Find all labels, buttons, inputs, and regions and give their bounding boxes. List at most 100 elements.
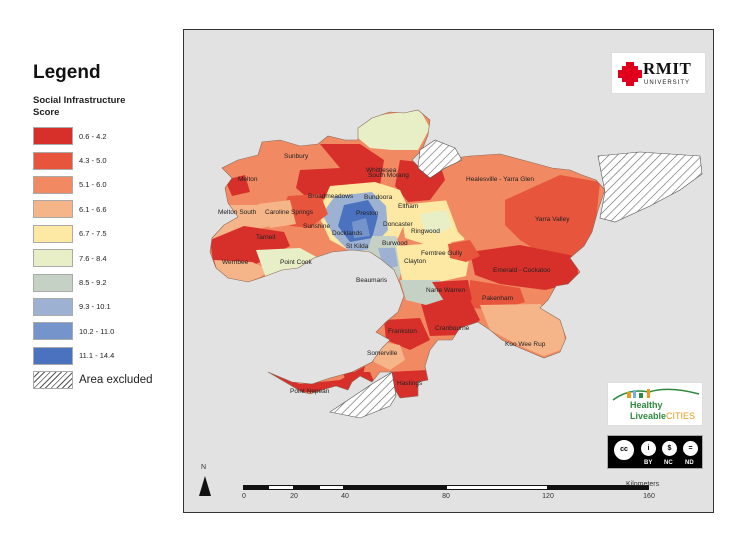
scale-tick-label: 160	[643, 493, 655, 500]
place-label: Ferntree Gully	[421, 250, 463, 257]
legend-swatch	[33, 322, 73, 341]
scale-tick-label: 120	[542, 493, 554, 500]
creative-commons-badge: cc i $ = BY NC ND	[607, 435, 703, 469]
place-label: Somerville	[367, 350, 398, 357]
scale-bar	[243, 485, 649, 490]
legend-item-label: 0.6 - 4.2	[79, 131, 107, 141]
region-narre-warren	[432, 280, 472, 304]
cc-label-nc: NC	[664, 460, 673, 466]
place-label: Eltham	[398, 203, 418, 210]
hlc-city-icon	[612, 388, 700, 401]
place-label: Yarra Valley	[535, 216, 570, 223]
map-legend: Legend Social Infrastructure Score 0.6 -…	[0, 0, 182, 533]
healthy-liveable-cities-logo: Healthy LiveableCITIES	[607, 382, 703, 426]
scale-segment	[243, 485, 268, 490]
scale-unit-label: Kilometers	[626, 481, 660, 488]
legend-items: 0.6 - 4.2 4.3 - 5.0 5.1 - 6.0 6.1 - 6.6 …	[33, 124, 153, 392]
legend-item-label: 4.3 - 5.0	[79, 156, 107, 166]
excluded-area-east	[597, 151, 703, 223]
legend-title: Legend	[33, 62, 101, 83]
legend-swatch	[33, 200, 73, 219]
scale-segment	[294, 485, 319, 490]
legend-item: 6.7 - 7.5	[33, 222, 153, 246]
place-label: Whittlesea	[366, 167, 397, 174]
region-yarra-valley	[505, 175, 600, 256]
region-melton-west	[225, 175, 250, 196]
legend-item: 11.1 - 14.4	[33, 344, 153, 368]
place-label: Cranbourne	[435, 325, 470, 332]
legend-swatch	[33, 127, 73, 146]
place-label: Pakenham	[482, 295, 513, 302]
region-frankston	[384, 318, 430, 350]
legend-item: 10.2 - 11.0	[33, 319, 153, 343]
region-emerald	[470, 245, 580, 290]
place-label: Narre Warren	[426, 287, 466, 294]
region-point-cook	[256, 248, 322, 278]
rmit-logo-subtext: UNIVERSITY	[644, 80, 691, 86]
place-label: Tarneit	[256, 234, 276, 241]
place-label: Koo Wee Rup	[505, 341, 546, 348]
legend-item-label: 7.6 - 8.4	[79, 253, 107, 263]
place-label: Bundoora	[364, 194, 393, 201]
legend-item-label: 8.5 - 9.2	[79, 278, 107, 288]
legend-swatch	[33, 175, 73, 194]
place-label: Beaumaris	[356, 277, 388, 284]
region-tarneit	[210, 226, 290, 272]
cc-label-by: BY	[644, 460, 653, 466]
hlc-line2a: Liveable	[630, 411, 667, 421]
legend-swatch	[33, 249, 73, 268]
region-pakenham	[470, 280, 525, 310]
noncommercial-icon: $	[661, 440, 678, 457]
legend-item: 7.6 - 8.4	[33, 246, 153, 270]
place-label: Emerald - Cockatoo	[493, 267, 551, 274]
cc-label-nd: ND	[685, 460, 694, 466]
place-label: Hastings	[397, 380, 423, 387]
place-label: Ringwood	[411, 228, 440, 235]
region-whittlesea	[356, 110, 430, 150]
region-ferntree	[448, 240, 480, 262]
scale-segment	[446, 485, 548, 490]
legend-item: 4.3 - 5.0	[33, 148, 153, 172]
scale-segment	[319, 485, 344, 490]
rmit-logo-text: RMIT	[643, 59, 692, 78]
legend-swatch	[33, 346, 73, 365]
legend-item-label: 5.1 - 6.0	[79, 180, 107, 190]
rmit-pixel-mark	[618, 62, 642, 86]
north-label: N	[201, 464, 207, 471]
hlc-line1: Healthy	[630, 400, 663, 410]
place-label: Caroline Springs	[265, 209, 314, 216]
legend-item-label: 6.7 - 7.5	[79, 229, 107, 239]
region-south-morang	[320, 144, 384, 192]
legend-swatch	[33, 297, 73, 316]
place-label: Melton South	[218, 209, 257, 216]
legend-item: 8.5 - 9.2	[33, 270, 153, 294]
legend-item: 6.1 - 6.6	[33, 197, 153, 221]
scale-segment	[548, 485, 649, 490]
place-label: Docklands	[332, 230, 363, 237]
legend-item-excluded: Area excluded	[33, 368, 153, 392]
cc-icon: cc	[613, 439, 635, 461]
place-label: Broadmeadows	[308, 193, 354, 200]
place-label: Clayton	[404, 258, 426, 265]
region-docklands	[352, 218, 370, 238]
legend-item-label: 9.3 - 10.1	[79, 302, 111, 312]
place-label: Sunshine	[303, 223, 330, 230]
place-label: St Kilda	[346, 243, 369, 250]
legend-item-label: Area excluded	[79, 374, 153, 387]
place-label: Sunbury	[284, 153, 309, 160]
excluded-area-peninsula	[329, 371, 397, 419]
place-label: Doncaster	[383, 221, 413, 228]
region-caroline	[258, 200, 296, 228]
scale-tick-label: 0	[242, 493, 246, 500]
legend-item: 9.3 - 10.1	[33, 295, 153, 319]
place-label: Point Cook	[280, 259, 313, 266]
place-label: Point Nepean	[290, 388, 330, 395]
excluded-area-kinglake	[417, 139, 463, 179]
place-label: Preston	[356, 210, 379, 217]
legend-item-label: 11.1 - 14.4	[79, 351, 115, 361]
place-label: Frankston	[388, 328, 417, 335]
hatch-swatch	[33, 371, 73, 390]
north-arrow-icon	[199, 476, 211, 496]
legend-item-label: 6.1 - 6.6	[79, 204, 107, 214]
